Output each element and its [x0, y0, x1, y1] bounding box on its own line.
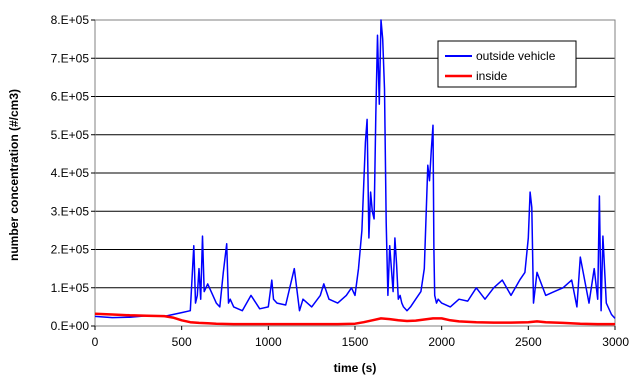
y-tick-label-0: 0.E+00	[51, 319, 90, 333]
x-tick-label-2: 1000	[255, 335, 282, 349]
legend-label-outside-vehicle: outside vehicle	[476, 49, 556, 63]
series-line-outside-vehicle	[94, 19, 616, 319]
axis-ticks: 0.E+00 1.E+05 2.E+05 3.E+05 4.E+05 5.E+05 6.E+…	[51, 13, 630, 349]
y-tick-label-6: 6.E+05	[51, 90, 90, 104]
legend: outside vehicle inside	[437, 40, 577, 88]
x-tick-label-3: 1500	[342, 335, 369, 349]
y-tick-label-5: 5.E+05	[51, 128, 90, 142]
y-tick-label-3: 3.E+05	[51, 204, 90, 218]
y-tick-label-1: 1.E+05	[51, 281, 90, 295]
legend-label-inside: inside	[476, 69, 508, 83]
x-tick-label-6: 3000	[602, 335, 629, 349]
y-axis-label: number concentration (#/cm3)	[7, 89, 21, 261]
legend-box	[437, 40, 577, 88]
y-tick-label-4: 4.E+05	[51, 166, 90, 180]
x-tick-label-1: 500	[172, 335, 192, 349]
series-layer	[94, 19, 616, 326]
x-axis-label: time (s)	[334, 361, 377, 375]
y-tick-label-7: 7.E+05	[51, 51, 90, 65]
series-line-inside	[94, 312, 615, 326]
y-tick-label-2: 2.E+05	[51, 243, 90, 257]
y-tick-label-8: 8.E+05	[51, 13, 90, 27]
x-tick-label-0: 0	[92, 335, 99, 349]
x-tick-label-4: 2000	[428, 335, 455, 349]
x-tick-label-5: 2500	[515, 335, 542, 349]
